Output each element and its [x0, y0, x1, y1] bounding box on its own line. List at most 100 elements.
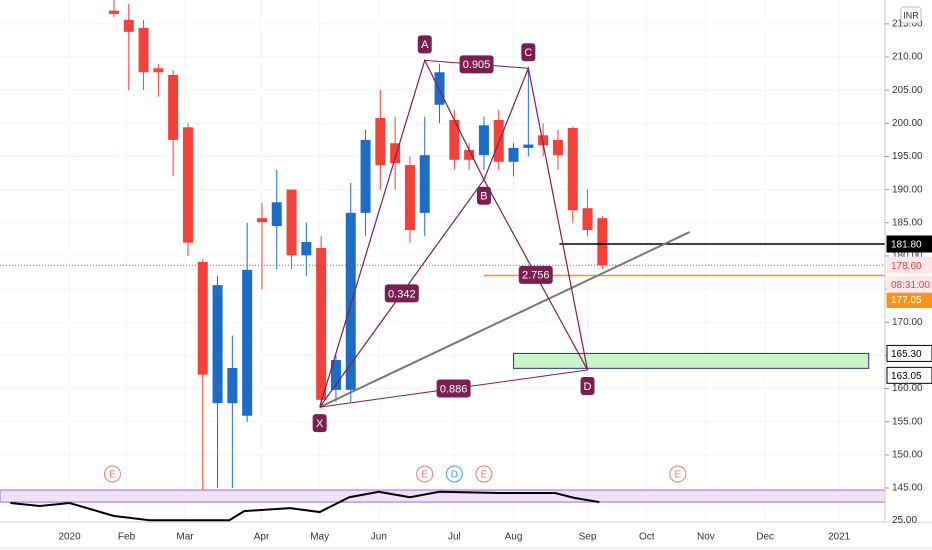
- ratio-box: [459, 55, 494, 74]
- trend-line: [319, 231, 691, 409]
- candle-body: [464, 149, 475, 160]
- point-label: X: [316, 418, 324, 430]
- y-tick-label: 170.00: [892, 317, 923, 328]
- y-tick-label: 205.00: [892, 85, 923, 96]
- candle-body: [493, 120, 504, 162]
- y-tick-label: 160.00: [892, 383, 923, 394]
- candle-body: [153, 68, 164, 73]
- candle-body: [316, 247, 327, 400]
- level-label: 181.80: [891, 240, 922, 251]
- point-label: B: [480, 191, 487, 203]
- zone-label: 165.30: [891, 349, 922, 360]
- candle-body: [212, 285, 223, 404]
- event-marker: [669, 465, 687, 483]
- candle-body: [123, 19, 134, 32]
- x-tick-label: Dec: [756, 532, 774, 543]
- y-tick-label: 180.00: [892, 251, 923, 262]
- ratio-label: 2.756: [522, 270, 550, 282]
- ratio-label: 0.886: [440, 383, 468, 395]
- countdown-label-box: [886, 275, 932, 293]
- rsi-line: [10, 490, 600, 522]
- event-label: E: [421, 470, 428, 481]
- point-label: A: [421, 39, 429, 51]
- candle-body: [404, 165, 415, 231]
- zone-label-box: [886, 366, 932, 384]
- candle-body: [197, 261, 208, 375]
- candle-body: [286, 189, 297, 256]
- x-tick-label: Jul: [448, 532, 461, 543]
- x-tick-label: Jun: [371, 532, 387, 543]
- currency-label: INR: [903, 10, 919, 20]
- candle-body: [508, 147, 519, 162]
- y-tick-label: 215.00: [892, 19, 923, 30]
- zone-label: 163.05: [891, 371, 922, 382]
- candle-body: [256, 218, 267, 223]
- candle-body: [330, 360, 341, 390]
- candle-body: [108, 10, 119, 14]
- x-tick-label: Apr: [254, 532, 270, 543]
- candle-body: [419, 155, 430, 213]
- x-tick-label: 2020: [58, 532, 81, 543]
- candle-body: [552, 139, 563, 156]
- candle-body: [523, 144, 534, 148]
- y-tick-label: 145.00: [892, 483, 923, 494]
- candle-body: [227, 367, 238, 404]
- last-price-label-box: [886, 256, 932, 274]
- x-tick-label: Oct: [639, 532, 655, 543]
- ratio-box: [436, 379, 471, 398]
- event-marker: [445, 465, 463, 483]
- rsi-tick-label: 25.00: [892, 515, 917, 526]
- event-label: E: [674, 470, 681, 481]
- candle-body: [375, 118, 386, 166]
- x-tick-label: Nov: [697, 532, 715, 543]
- y-tick-label: 150.00: [892, 449, 923, 460]
- ratio-box: [384, 284, 419, 303]
- point-box: [312, 414, 327, 433]
- point-label: C: [524, 47, 532, 59]
- point-box: [476, 186, 491, 205]
- countdown-label: 08:31:00: [891, 280, 930, 291]
- x-tick-label: Mar: [176, 532, 194, 543]
- y-tick-label: 195.00: [892, 151, 923, 162]
- x-tick-label: 2021: [828, 532, 851, 543]
- event-marker: [103, 465, 121, 483]
- level-label: 177.05: [891, 295, 922, 306]
- ratio-label: 0.342: [388, 288, 416, 300]
- ratio-label: 0.905: [463, 59, 491, 71]
- point-box: [580, 376, 595, 395]
- candle-body: [597, 218, 608, 266]
- candle-body: [182, 127, 193, 243]
- event-label: E: [481, 470, 488, 481]
- point-label: D: [584, 381, 592, 393]
- last-price-label: 178.60: [891, 261, 922, 272]
- candle-body: [567, 127, 578, 211]
- level-label-box: [886, 235, 932, 253]
- candle-body: [138, 27, 149, 73]
- event-marker: [475, 465, 493, 483]
- currency-box: [900, 6, 922, 24]
- candle-body: [271, 202, 282, 227]
- point-box: [521, 43, 536, 62]
- zone-label-box: [886, 344, 932, 362]
- candle-body: [434, 72, 445, 105]
- y-tick-label: 185.00: [892, 217, 923, 228]
- candle-body: [449, 120, 460, 160]
- x-tick-label: Aug: [505, 532, 523, 543]
- event-marker: [416, 465, 434, 483]
- candle-body: [168, 74, 179, 140]
- y-tick-label: 210.00: [892, 52, 923, 63]
- candle-body: [345, 212, 356, 390]
- target-zone: [513, 352, 870, 369]
- event-label: E: [109, 470, 116, 481]
- point-box: [417, 35, 432, 54]
- candle-body: [538, 135, 549, 146]
- candle-body: [360, 139, 371, 213]
- event-label: D: [451, 470, 458, 481]
- candle-body: [242, 269, 253, 416]
- x-tick-label: May: [310, 532, 329, 543]
- y-tick-label: 190.00: [892, 184, 923, 195]
- candle-body: [478, 125, 489, 156]
- x-tick-label: Sep: [579, 532, 597, 543]
